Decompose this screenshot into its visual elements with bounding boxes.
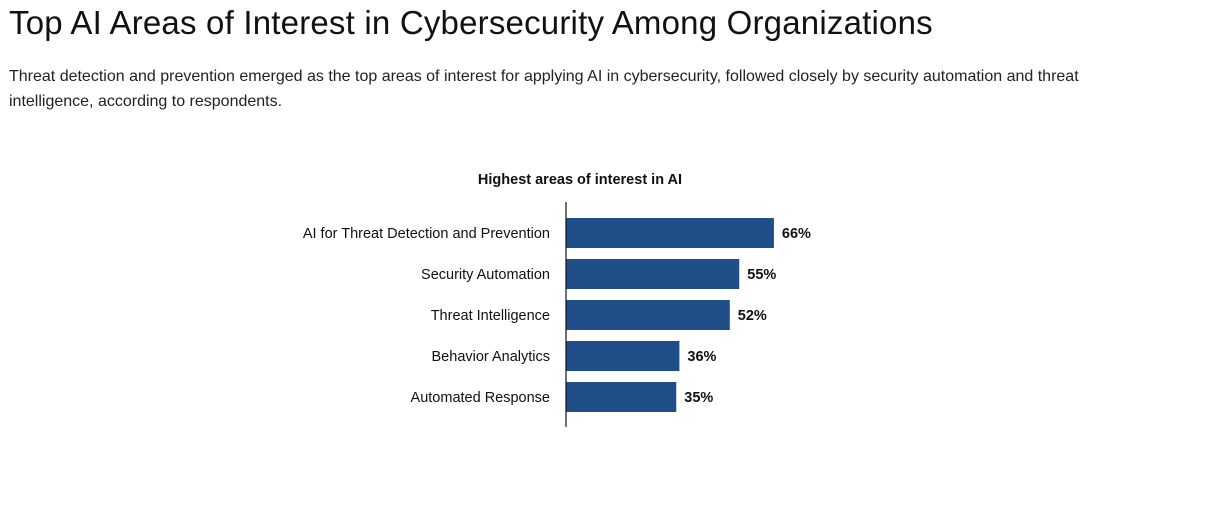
- data-label: 55%: [747, 267, 776, 283]
- bar: [566, 259, 740, 289]
- data-label: 35%: [684, 390, 713, 406]
- category-label: Security Automation: [421, 267, 550, 283]
- category-label: AI for Threat Detection and Prevention: [303, 226, 550, 242]
- bar: [566, 300, 730, 330]
- category-label: Automated Response: [411, 390, 550, 406]
- bar: [566, 218, 774, 248]
- bar: [566, 341, 680, 371]
- page-subtitle: Threat detection and prevention emerged …: [9, 68, 1079, 110]
- chart-title: Highest areas of interest in AI: [478, 172, 682, 188]
- data-label: 66%: [782, 226, 811, 242]
- data-label: 52%: [738, 308, 767, 324]
- category-label: Behavior Analytics: [432, 349, 550, 365]
- data-label: 36%: [687, 349, 716, 365]
- category-label: Threat Intelligence: [431, 308, 550, 324]
- page-title: Top AI Areas of Interest in Cybersecurit…: [9, 4, 933, 41]
- bar: [566, 382, 677, 412]
